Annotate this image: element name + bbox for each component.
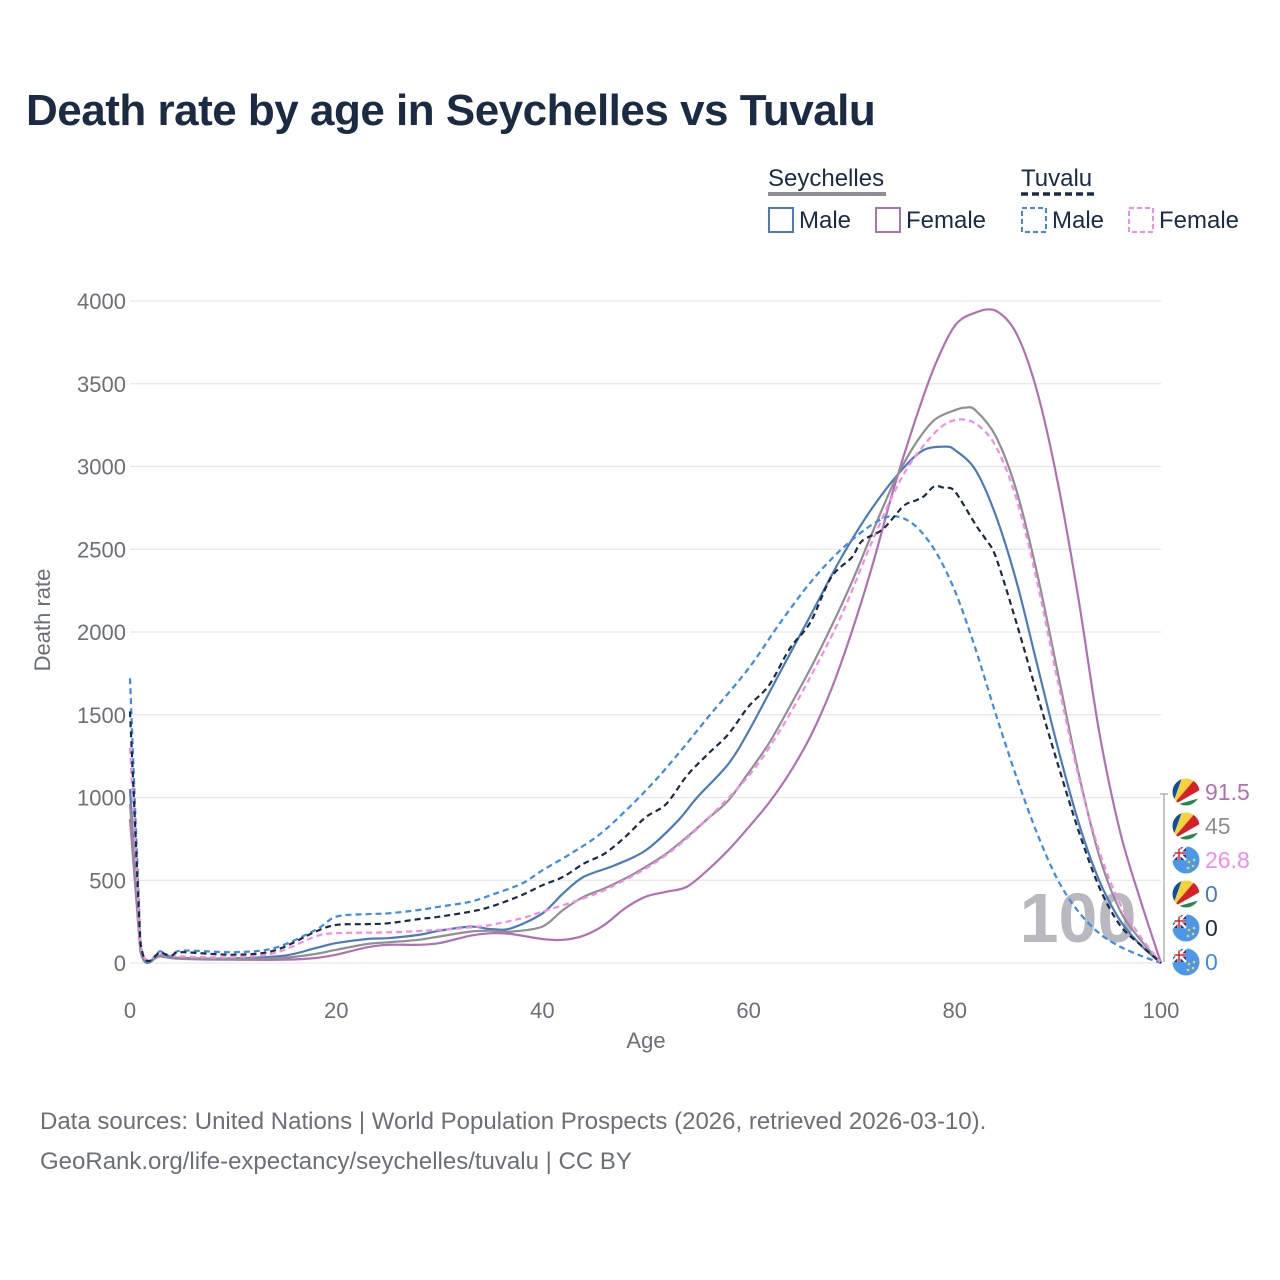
end-label: 0 <box>1171 947 1218 977</box>
x-tick-label: 80 <box>943 998 967 1023</box>
x-tick-label: 40 <box>530 998 554 1023</box>
y-tick-label: 1000 <box>77 786 126 811</box>
legend-swatch-tuvalu-female <box>1128 207 1154 233</box>
y-tick-label: 2500 <box>77 537 126 562</box>
tuvalu-flag-icon <box>1172 846 1200 874</box>
end-label-value: 0 <box>1205 881 1218 907</box>
x-tick-label: 0 <box>124 998 136 1023</box>
series-line-seychelles-male <box>128 445 1162 965</box>
tuvalu-flag-icon <box>1172 914 1200 942</box>
data-source-line: Data sources: United Nations | World Pop… <box>40 1108 987 1135</box>
legend-label-tuvalu-male: Male <box>1052 207 1104 234</box>
y-axis-label: Death rate <box>30 569 55 672</box>
end-label: 0 <box>1171 913 1218 943</box>
end-label-value: 0 <box>1205 949 1218 975</box>
end-label: 45 <box>1171 811 1231 841</box>
end-label: 91.5 <box>1171 777 1250 807</box>
x-tick-label: 20 <box>324 998 348 1023</box>
grid <box>130 300 1161 964</box>
y-tick-label: 0 <box>114 951 126 976</box>
series-line-tuvalu-male <box>128 515 1162 965</box>
legend-label-seychelles-male: Male <box>799 207 851 234</box>
series-line-tuvalu-female <box>128 418 1162 964</box>
end-label: 0 <box>1171 879 1218 909</box>
legend-group-tuvalu: Tuvalu <box>1021 165 1092 192</box>
seychelles-flag-icon <box>1172 880 1200 908</box>
series-line-tuvalu-total <box>128 484 1162 964</box>
end-label: 26.8 <box>1171 845 1250 875</box>
end-label-value: 0 <box>1205 915 1218 941</box>
year-watermark: 100 <box>1020 879 1137 957</box>
source-url-line: GeoRank.org/life-expectancy/seychelles/t… <box>40 1148 632 1175</box>
y-tick-label: 3500 <box>77 372 126 397</box>
legend-swatch-seychelles-male <box>768 207 794 233</box>
y-tick-label: 3000 <box>77 455 126 480</box>
y-tick-label: 2000 <box>77 620 126 645</box>
end-labels: 91.5 45 26.8 0 0 0 <box>1171 777 1250 977</box>
x-tick-labels: 0 20 40 60 80 100 <box>124 998 1179 1023</box>
legend-swatch-seychelles-female <box>875 207 901 233</box>
legend-swatch-tuvalu-male <box>1021 207 1047 233</box>
y-tick-label: 1500 <box>77 703 126 728</box>
y-tick-label: 4000 <box>77 289 126 314</box>
x-tick-label: 100 <box>1143 998 1180 1023</box>
legend-label-tuvalu-female: Female <box>1159 207 1239 234</box>
seychelles-flag-icon <box>1172 778 1200 806</box>
end-label-value: 45 <box>1205 813 1231 839</box>
end-label-value: 26.8 <box>1205 847 1250 873</box>
x-tick-label: 60 <box>736 998 760 1023</box>
chart-title: Death rate by age in Seychelles vs Tuval… <box>26 86 876 135</box>
tuvalu-flag-icon <box>1172 948 1200 976</box>
series-line-seychelles-female <box>128 308 1163 964</box>
end-label-value: 91.5 <box>1205 779 1250 805</box>
legend: Seychelles Tuvalu Male Female Male Femal… <box>768 165 1239 234</box>
legend-label-seychelles-female: Female <box>906 207 986 234</box>
y-tick-labels: 0 500 1000 1500 2000 2500 3000 3500 4000 <box>77 289 126 976</box>
legend-group-seychelles: Seychelles <box>768 165 884 192</box>
series-line-seychelles-total <box>128 406 1162 964</box>
y-tick-label: 500 <box>89 868 126 893</box>
x-axis-label: Age <box>626 1028 665 1053</box>
series-lines <box>128 308 1163 965</box>
